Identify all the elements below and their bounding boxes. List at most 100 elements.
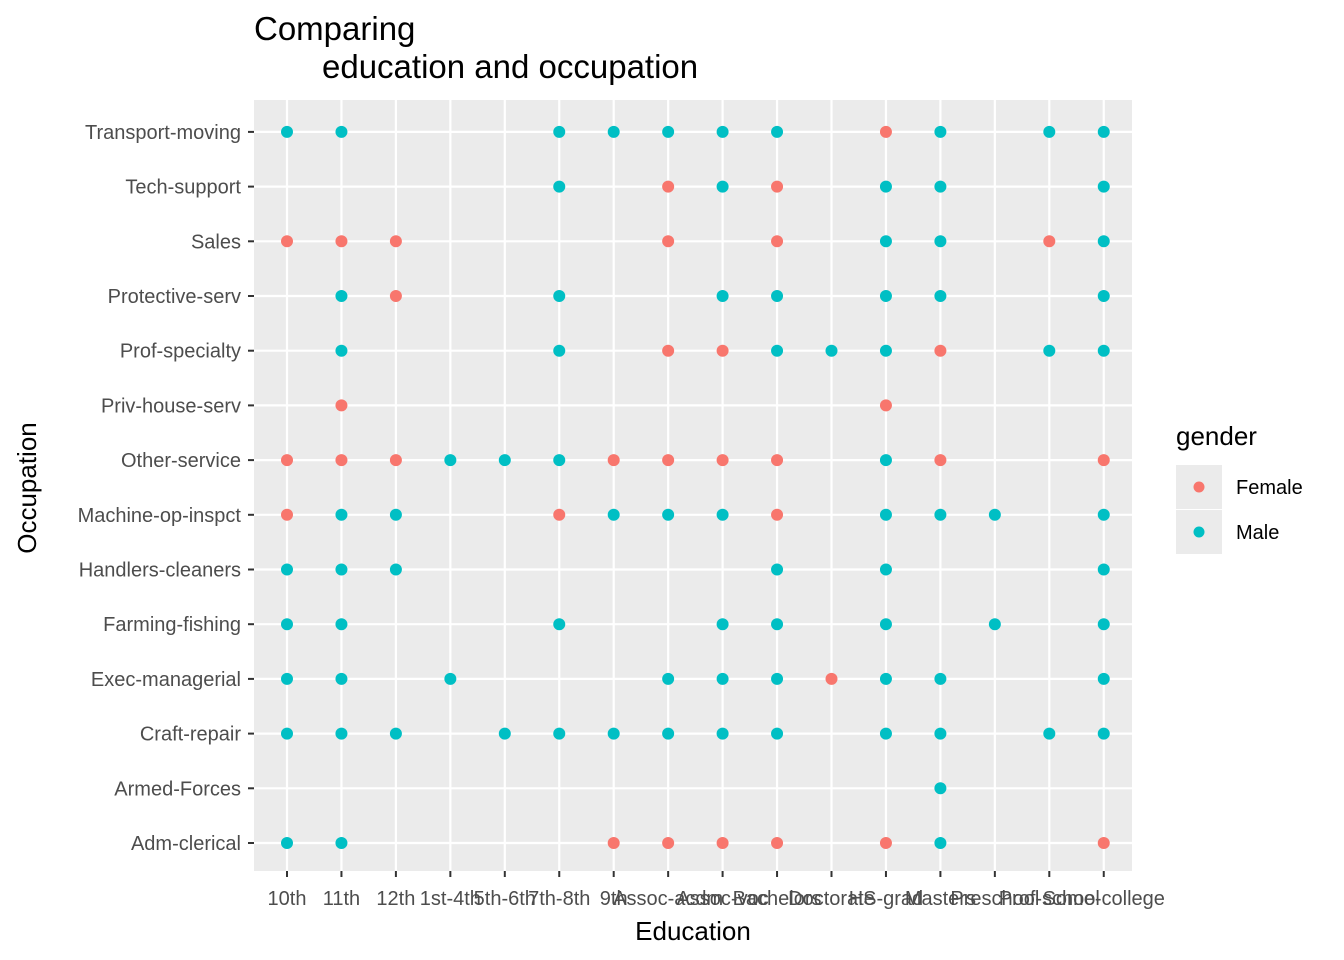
data-point-female [662,454,675,467]
grid-major [254,100,1132,871]
data-point-male [716,727,729,740]
data-point-female [771,454,784,467]
data-point-male [553,180,566,193]
data-point-male [1097,344,1110,357]
data-point-male [335,563,348,576]
data-point-male [1097,125,1110,138]
data-point-male [607,508,620,521]
x-tick-label: HS-grad [849,888,923,910]
y-tick-label: Tech-support [125,177,241,199]
x-tick-label: 9th [600,888,628,910]
x-tick-label: Assoc-acdm [613,888,723,910]
data-point-male [281,563,293,576]
data-point-male [498,454,511,467]
data-point-male [934,290,947,302]
data-point-male [934,235,947,248]
data-point-male [662,672,675,685]
data-point-female [335,235,348,248]
y-tick-label: Other-service [121,450,241,472]
data-point-male [335,125,348,138]
legend-male-swatch [1193,526,1205,538]
y-tick-label: Prof-specialty [120,341,241,363]
x-tick-label: Assoc-voc [676,888,768,910]
data-point-male [1097,180,1110,193]
data-point-male [879,618,892,631]
data-point-male [1097,672,1110,685]
data-point-male [281,837,293,849]
legend: gender Female Male [1176,421,1303,554]
data-point-male [335,837,348,849]
data-point-male [1097,235,1110,248]
y-axis-title: Occupation [12,422,42,554]
y-tick-label: Farming-fishing [103,614,241,636]
data-point-male [281,618,293,631]
data-point-male [553,727,566,740]
data-point-male [879,235,892,248]
data-point-male [444,672,457,685]
data-point-male [879,727,892,740]
data-point-female [879,837,892,849]
x-tick-label: Prof-school [999,888,1100,910]
x-tick-label: 5th-6th [474,888,536,910]
data-point-female [825,672,838,685]
data-point-male [553,290,566,302]
data-point-male [662,125,675,138]
data-point-female [716,344,729,357]
legend-female-swatch [1193,481,1205,493]
data-point-female [389,454,402,467]
data-point-female [1097,454,1110,467]
y-tick-label: Sales [191,231,241,253]
chart-title-line2: education and occupation [322,48,698,85]
data-point-male [1097,563,1110,576]
y-tick-label: Adm-clerical [131,833,241,855]
data-point-male [1043,344,1056,357]
data-point-male [1097,727,1110,740]
data-point-male [771,618,784,631]
data-point-male [553,618,566,631]
data-point-male [934,727,947,740]
data-point-male [771,125,784,138]
data-point-male [281,727,293,740]
data-point-male [716,180,729,193]
y-tick-label: Transport-moving [85,122,241,144]
data-point-female [662,180,675,193]
data-point-male [771,344,784,357]
data-point-female [934,454,947,467]
x-axis-title: Education [635,916,751,946]
data-point-male [1097,508,1110,521]
y-tick-label: Handlers-cleaners [79,560,241,582]
y-tick-label: Craft-repair [140,724,241,746]
y-tick-label: Machine-op-inspct [78,505,242,527]
data-point-male [879,508,892,521]
data-point-female [389,290,402,302]
data-point-male [607,125,620,138]
data-point-female [335,399,348,412]
data-point-male [1097,290,1110,302]
data-point-female [771,508,784,521]
y-tick-label: Exec-managerial [91,669,241,691]
data-points [281,125,1110,849]
data-point-male [335,618,348,631]
y-axis-ticks: Adm-clerical Armed-Forces Craft-repair Exec… [78,122,254,855]
x-tick-label: 1st-4th [420,888,481,910]
y-tick-label: Armed-Forces [114,778,241,800]
data-point-male [934,837,947,849]
data-point-male [771,672,784,685]
x-tick-label: 10th [268,888,307,910]
data-point-female [771,180,784,193]
legend-title: gender [1176,421,1257,451]
data-point-female [281,235,293,248]
data-point-male [825,344,838,357]
x-tick-label: 11th [323,888,360,910]
data-point-female [553,508,566,521]
data-point-male [988,618,1001,631]
data-point-male [716,290,729,302]
data-point-female [281,508,293,521]
data-point-male [716,125,729,138]
data-point-male [934,125,947,138]
data-point-male [389,727,402,740]
data-point-female [1043,235,1056,248]
data-point-male [934,180,947,193]
